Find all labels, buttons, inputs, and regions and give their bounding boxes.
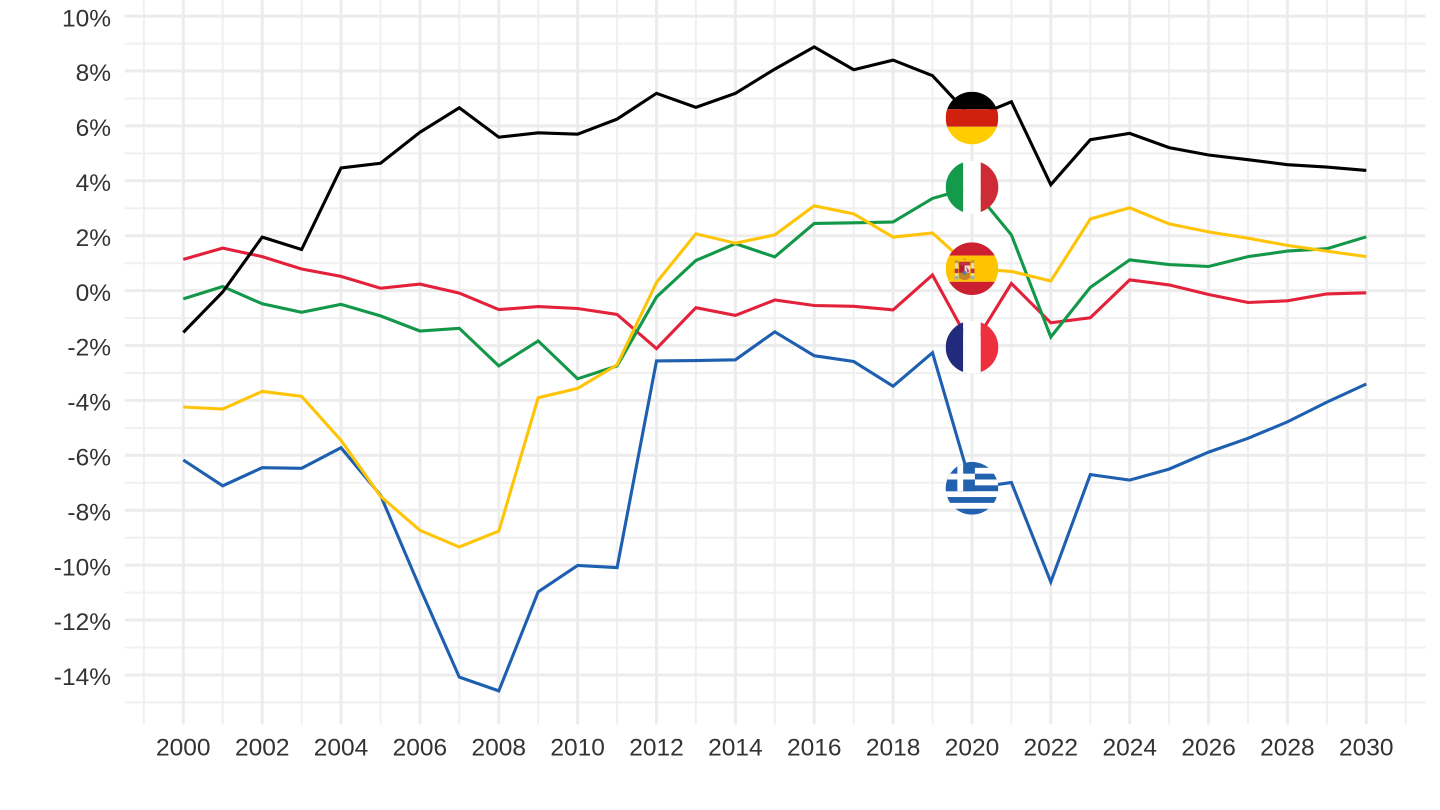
svg-text:-12%: -12%	[54, 609, 111, 636]
svg-text:-8%: -8%	[67, 500, 111, 527]
svg-text:2022: 2022	[1024, 734, 1079, 761]
svg-text:2010: 2010	[550, 734, 605, 761]
svg-text:10%: 10%	[62, 5, 111, 32]
svg-text:2004: 2004	[314, 734, 369, 761]
svg-text:2024: 2024	[1102, 734, 1157, 761]
svg-text:4%: 4%	[76, 170, 111, 197]
svg-text:-14%: -14%	[54, 664, 111, 691]
svg-text:2026: 2026	[1181, 734, 1236, 761]
svg-text:-10%: -10%	[54, 554, 111, 581]
svg-text:2018: 2018	[866, 734, 921, 761]
svg-text:2028: 2028	[1260, 734, 1315, 761]
svg-text:2006: 2006	[393, 734, 448, 761]
svg-text:-6%: -6%	[67, 445, 111, 472]
svg-text:2012: 2012	[629, 734, 684, 761]
svg-text:6%: 6%	[76, 115, 111, 142]
svg-text:2002: 2002	[235, 734, 290, 761]
svg-text:0%: 0%	[76, 280, 111, 307]
svg-text:-4%: -4%	[67, 390, 111, 417]
svg-text:2008: 2008	[472, 734, 527, 761]
svg-text:2020: 2020	[945, 734, 1000, 761]
svg-text:2016: 2016	[787, 734, 842, 761]
svg-text:2014: 2014	[708, 734, 763, 761]
svg-text:-2%: -2%	[67, 335, 111, 362]
svg-text:2030: 2030	[1339, 734, 1394, 761]
svg-text:8%: 8%	[76, 60, 111, 87]
svg-text:2%: 2%	[76, 225, 111, 252]
svg-text:2000: 2000	[156, 734, 211, 761]
